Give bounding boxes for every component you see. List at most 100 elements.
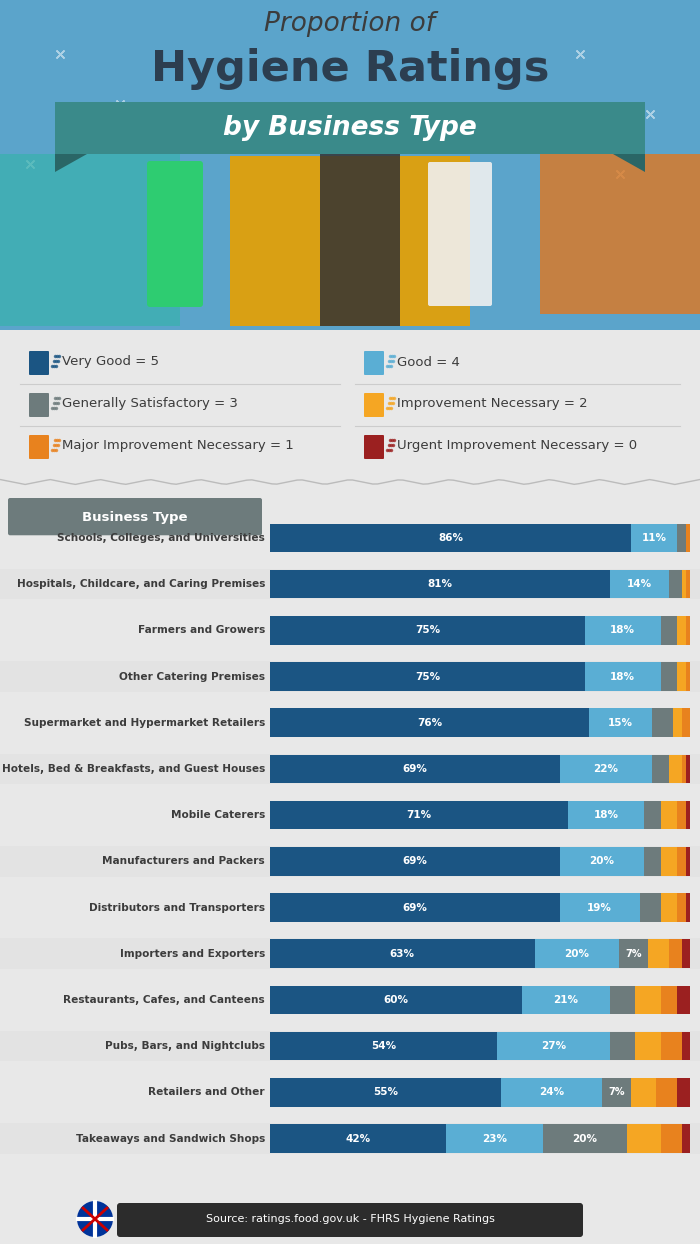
FancyBboxPatch shape <box>686 801 690 830</box>
FancyBboxPatch shape <box>230 156 470 326</box>
Text: Farmers and Growers: Farmers and Growers <box>138 626 265 636</box>
Text: 15%: 15% <box>608 718 634 728</box>
FancyBboxPatch shape <box>0 569 700 600</box>
FancyBboxPatch shape <box>678 985 690 1014</box>
FancyBboxPatch shape <box>535 939 619 968</box>
Text: 18%: 18% <box>610 672 636 682</box>
Text: 23%: 23% <box>482 1133 508 1143</box>
Text: by Business Type: by Business Type <box>223 114 477 141</box>
FancyBboxPatch shape <box>682 1031 690 1060</box>
FancyBboxPatch shape <box>320 154 400 326</box>
FancyBboxPatch shape <box>661 847 678 876</box>
Text: Importers and Exporters: Importers and Exporters <box>120 949 265 959</box>
Text: Hotels, Bed & Breakfasts, and Guest Houses: Hotels, Bed & Breakfasts, and Guest Hous… <box>1 764 265 774</box>
FancyBboxPatch shape <box>644 801 661 830</box>
FancyBboxPatch shape <box>29 351 49 374</box>
FancyBboxPatch shape <box>686 755 690 784</box>
FancyBboxPatch shape <box>585 662 661 690</box>
FancyBboxPatch shape <box>686 662 690 690</box>
FancyBboxPatch shape <box>29 435 49 459</box>
FancyBboxPatch shape <box>270 985 522 1014</box>
FancyBboxPatch shape <box>522 985 610 1014</box>
Text: Distributors and Transporters: Distributors and Transporters <box>89 903 265 913</box>
FancyBboxPatch shape <box>661 1031 682 1060</box>
Text: Source: ratings.food.gov.uk - FHRS Hygiene Ratings: Source: ratings.food.gov.uk - FHRS Hygie… <box>206 1214 494 1224</box>
FancyBboxPatch shape <box>589 708 652 736</box>
Text: Generally Satisfactory = 3: Generally Satisfactory = 3 <box>62 398 238 411</box>
Text: 81%: 81% <box>428 580 453 590</box>
Text: 7%: 7% <box>625 949 642 959</box>
FancyBboxPatch shape <box>682 708 690 736</box>
Polygon shape <box>613 154 645 172</box>
Polygon shape <box>55 154 87 172</box>
Text: 27%: 27% <box>541 1041 566 1051</box>
Text: Supermarket and Hypermarket Retailers: Supermarket and Hypermarket Retailers <box>24 718 265 728</box>
FancyBboxPatch shape <box>673 708 682 736</box>
Text: 7%: 7% <box>608 1087 624 1097</box>
Text: 18%: 18% <box>610 626 636 636</box>
FancyBboxPatch shape <box>682 939 690 968</box>
Text: Good = 4: Good = 4 <box>397 356 460 368</box>
FancyBboxPatch shape <box>270 847 560 876</box>
Text: Manufacturers and Packers: Manufacturers and Packers <box>102 856 265 866</box>
FancyBboxPatch shape <box>631 524 678 552</box>
FancyBboxPatch shape <box>8 498 262 535</box>
FancyBboxPatch shape <box>686 847 690 876</box>
Text: 18%: 18% <box>594 810 619 820</box>
Text: 20%: 20% <box>564 949 589 959</box>
Text: 76%: 76% <box>417 718 442 728</box>
Text: Business Type: Business Type <box>83 510 188 524</box>
Text: 19%: 19% <box>587 903 612 913</box>
FancyBboxPatch shape <box>669 570 682 598</box>
FancyBboxPatch shape <box>0 662 700 692</box>
FancyBboxPatch shape <box>682 570 686 598</box>
FancyBboxPatch shape <box>678 847 686 876</box>
FancyBboxPatch shape <box>661 662 678 690</box>
FancyBboxPatch shape <box>0 754 700 784</box>
Text: Schools, Colleges, and Universities: Schools, Colleges, and Universities <box>57 532 265 542</box>
FancyBboxPatch shape <box>0 0 700 330</box>
FancyBboxPatch shape <box>270 662 585 690</box>
FancyBboxPatch shape <box>682 755 686 784</box>
FancyBboxPatch shape <box>686 616 690 644</box>
FancyBboxPatch shape <box>640 893 661 922</box>
FancyBboxPatch shape <box>270 616 585 644</box>
FancyBboxPatch shape <box>568 801 644 830</box>
FancyBboxPatch shape <box>560 755 652 784</box>
FancyBboxPatch shape <box>678 893 686 922</box>
Text: 69%: 69% <box>402 903 427 913</box>
Text: 75%: 75% <box>415 626 440 636</box>
FancyBboxPatch shape <box>364 393 384 417</box>
FancyBboxPatch shape <box>0 1123 700 1154</box>
FancyBboxPatch shape <box>657 1079 678 1107</box>
Text: 71%: 71% <box>407 810 432 820</box>
Text: Pubs, Bars, and Nightclubs: Pubs, Bars, and Nightclubs <box>105 1041 265 1051</box>
FancyBboxPatch shape <box>270 1125 447 1153</box>
FancyBboxPatch shape <box>661 1125 682 1153</box>
Text: Very Good = 5: Very Good = 5 <box>62 356 159 368</box>
FancyBboxPatch shape <box>602 1079 631 1107</box>
FancyBboxPatch shape <box>364 351 384 374</box>
FancyBboxPatch shape <box>270 570 610 598</box>
Text: Proportion of: Proportion of <box>265 11 435 37</box>
FancyBboxPatch shape <box>610 570 669 598</box>
Circle shape <box>77 1200 113 1237</box>
FancyBboxPatch shape <box>270 939 535 968</box>
FancyBboxPatch shape <box>661 985 678 1014</box>
Text: Improvement Necessary = 2: Improvement Necessary = 2 <box>397 398 587 411</box>
Text: Takeaways and Sandwich Shops: Takeaways and Sandwich Shops <box>76 1133 265 1143</box>
Text: 14%: 14% <box>627 580 652 590</box>
Text: Urgent Improvement Necessary = 0: Urgent Improvement Necessary = 0 <box>397 439 637 453</box>
FancyBboxPatch shape <box>678 1079 690 1107</box>
FancyBboxPatch shape <box>678 662 686 690</box>
FancyBboxPatch shape <box>648 939 669 968</box>
FancyBboxPatch shape <box>661 893 678 922</box>
Text: 20%: 20% <box>589 856 615 866</box>
FancyBboxPatch shape <box>270 1079 501 1107</box>
FancyBboxPatch shape <box>678 801 686 830</box>
FancyBboxPatch shape <box>560 893 640 922</box>
Text: Restaurants, Cafes, and Canteens: Restaurants, Cafes, and Canteens <box>64 995 265 1005</box>
FancyBboxPatch shape <box>428 162 492 306</box>
Text: 54%: 54% <box>371 1041 396 1051</box>
FancyBboxPatch shape <box>0 154 180 326</box>
